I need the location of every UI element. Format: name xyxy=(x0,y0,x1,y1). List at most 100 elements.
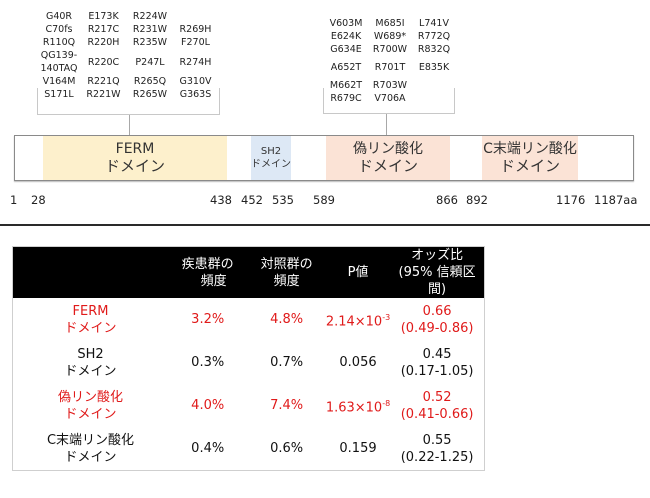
domain-label: FERM xyxy=(115,141,155,157)
mutation: R701T xyxy=(374,62,406,73)
mutation: R265Q xyxy=(133,76,167,87)
mutation: C70fs xyxy=(45,24,73,35)
mutation: E173K xyxy=(88,11,119,22)
mutation: R269H xyxy=(179,24,212,35)
mutation: R224W xyxy=(132,11,168,22)
mutation: M662T xyxy=(329,80,363,91)
mutation: R220C xyxy=(87,56,120,68)
cell-line: FERM xyxy=(72,303,109,319)
cell-domain: FERM ドメイン xyxy=(12,298,168,341)
position-label: 1 xyxy=(10,193,18,207)
cell-case-frequency: 0.3% xyxy=(167,341,248,384)
section-divider xyxy=(0,224,650,226)
cell-line: SH2 xyxy=(77,346,104,362)
domain-label: ドメイン xyxy=(251,159,291,170)
mutation: V603M xyxy=(329,18,363,29)
p-base: 0.056 xyxy=(339,355,377,370)
domain-label: ドメイン xyxy=(499,157,560,175)
mutation: QG139- 140TAQ xyxy=(40,50,78,74)
position-label: 535 xyxy=(272,193,294,207)
header-line: (95% 信頼区間) xyxy=(398,265,476,297)
odds-ratio: 0.45 xyxy=(422,346,452,362)
mutation: R274H xyxy=(179,56,212,68)
pseudokinase-bracket-stem xyxy=(386,114,387,135)
mutation: R700W xyxy=(372,44,408,55)
position-label: 28 xyxy=(31,193,46,207)
cell-control-frequency: 0.6% xyxy=(247,427,326,471)
cell-p-value: 0.159 xyxy=(325,427,391,471)
cell-case-frequency: 4.0% xyxy=(167,384,248,427)
p-base: 0.159 xyxy=(339,441,377,456)
mutation: V164M xyxy=(42,76,76,87)
cell-p-value: 1.63×10-8 xyxy=(325,384,391,427)
mutation: R235W xyxy=(132,37,168,48)
domain-label: ドメイン xyxy=(357,157,418,175)
confidence-interval: (0.22-1.25) xyxy=(400,449,474,465)
mutation: R220H xyxy=(87,37,120,48)
header-line: 頻度 xyxy=(200,273,227,289)
cell-domain: 偽リン酸化 ドメイン xyxy=(12,384,168,427)
domain-sh2: SH2 ドメイン xyxy=(251,136,291,180)
mutation: S171L xyxy=(44,89,74,100)
mutation: R217C xyxy=(87,24,120,35)
header-line: オッズ比 xyxy=(411,248,464,263)
table-row: FERM ドメイン 3.2% 4.8% 2.14×10-3 0.66 (0.49-0… xyxy=(12,298,485,341)
mutation: M685I xyxy=(375,18,405,29)
position-label: 1187aa xyxy=(594,193,638,207)
pseudokinase-mutation-bracket xyxy=(323,88,455,114)
mutation: R703W xyxy=(372,80,408,91)
odds-ratio: 0.55 xyxy=(422,432,452,448)
cell-case-frequency: 0.4% xyxy=(167,427,248,471)
table-row: 偽リン酸化 ドメイン 4.0% 7.4% 1.63×10-8 0.52 (0.41-… xyxy=(12,384,485,427)
header-line: 対照群の xyxy=(260,256,313,272)
cell-p-value: 2.14×10-3 xyxy=(325,298,391,341)
position-label: 589 xyxy=(313,193,335,207)
mutation: V706A xyxy=(374,93,406,104)
ferm-mutation-list: G40R E173K R224W C70fs R217C R231W R269H… xyxy=(38,10,218,101)
cell-control-frequency: 0.7% xyxy=(247,341,326,384)
domain-label: ドメイン xyxy=(104,157,165,175)
domain-label: SH2 xyxy=(260,146,282,157)
header-line: 疾患群の xyxy=(181,256,234,272)
mutation: P247L xyxy=(135,56,165,68)
pseudokinase-mutation-list: V603M M685I L741V E624K W689* R772Q G634… xyxy=(325,17,455,105)
mutation: R772Q xyxy=(417,31,451,42)
cell-line: ドメイン xyxy=(64,449,117,465)
p-exponent: -8 xyxy=(382,398,391,408)
cell-odds-ratio: 0.45 (0.17-1.05) xyxy=(390,341,485,384)
mutation: R265W xyxy=(132,89,168,100)
association-table: 疾患群の 頻度 対照群の 頻度 P値 オッズ比 (95% 信頼区間) FERM ド… xyxy=(12,246,485,471)
mutation: E624K xyxy=(330,31,362,42)
mutation: R832Q xyxy=(417,44,451,55)
confidence-interval: (0.49-0.86) xyxy=(400,320,474,336)
domain-c-terminal-kinase: C末端リン酸化 ドメイン xyxy=(482,136,578,180)
cell-odds-ratio: 0.52 (0.41-0.66) xyxy=(390,384,485,427)
odds-ratio: 0.52 xyxy=(422,389,452,405)
mutation: R231W xyxy=(132,24,168,35)
position-label: 1176 xyxy=(556,193,586,207)
odds-ratio: 0.66 xyxy=(422,303,452,319)
cell-line: ドメイン xyxy=(64,320,117,336)
position-label: 452 xyxy=(241,193,263,207)
cell-case-frequency: 3.2% xyxy=(167,298,248,341)
table-row: C末端リン酸化 ドメイン 0.4% 0.6% 0.159 0.55 (0.22-1.… xyxy=(12,427,485,471)
header-odds-ratio: オッズ比 (95% 信頼区間) xyxy=(390,246,485,298)
confidence-interval: (0.17-1.05) xyxy=(400,363,474,379)
domain-label: 偽リン酸化 xyxy=(353,141,423,157)
domain-label: C末端リン酸化 xyxy=(483,141,577,157)
domain-pseudokinase: 偽リン酸化 ドメイン xyxy=(326,136,450,180)
mutation: G634E xyxy=(330,44,362,55)
cell-control-frequency: 7.4% xyxy=(247,384,326,427)
cell-line: ドメイン xyxy=(64,363,117,379)
mutation: G310V xyxy=(179,76,212,87)
p-exponent: -3 xyxy=(382,312,391,322)
mutation: R221Q xyxy=(87,76,120,87)
position-label: 438 xyxy=(210,193,232,207)
mutation: R221W xyxy=(86,89,121,100)
position-label: 866 xyxy=(436,193,458,207)
header-line: 頻度 xyxy=(273,273,300,289)
mutation: R110Q xyxy=(42,37,76,48)
header-domain xyxy=(12,246,168,298)
ferm-mutation-bracket xyxy=(37,88,220,115)
p-base: 1.63×10 xyxy=(325,400,383,416)
